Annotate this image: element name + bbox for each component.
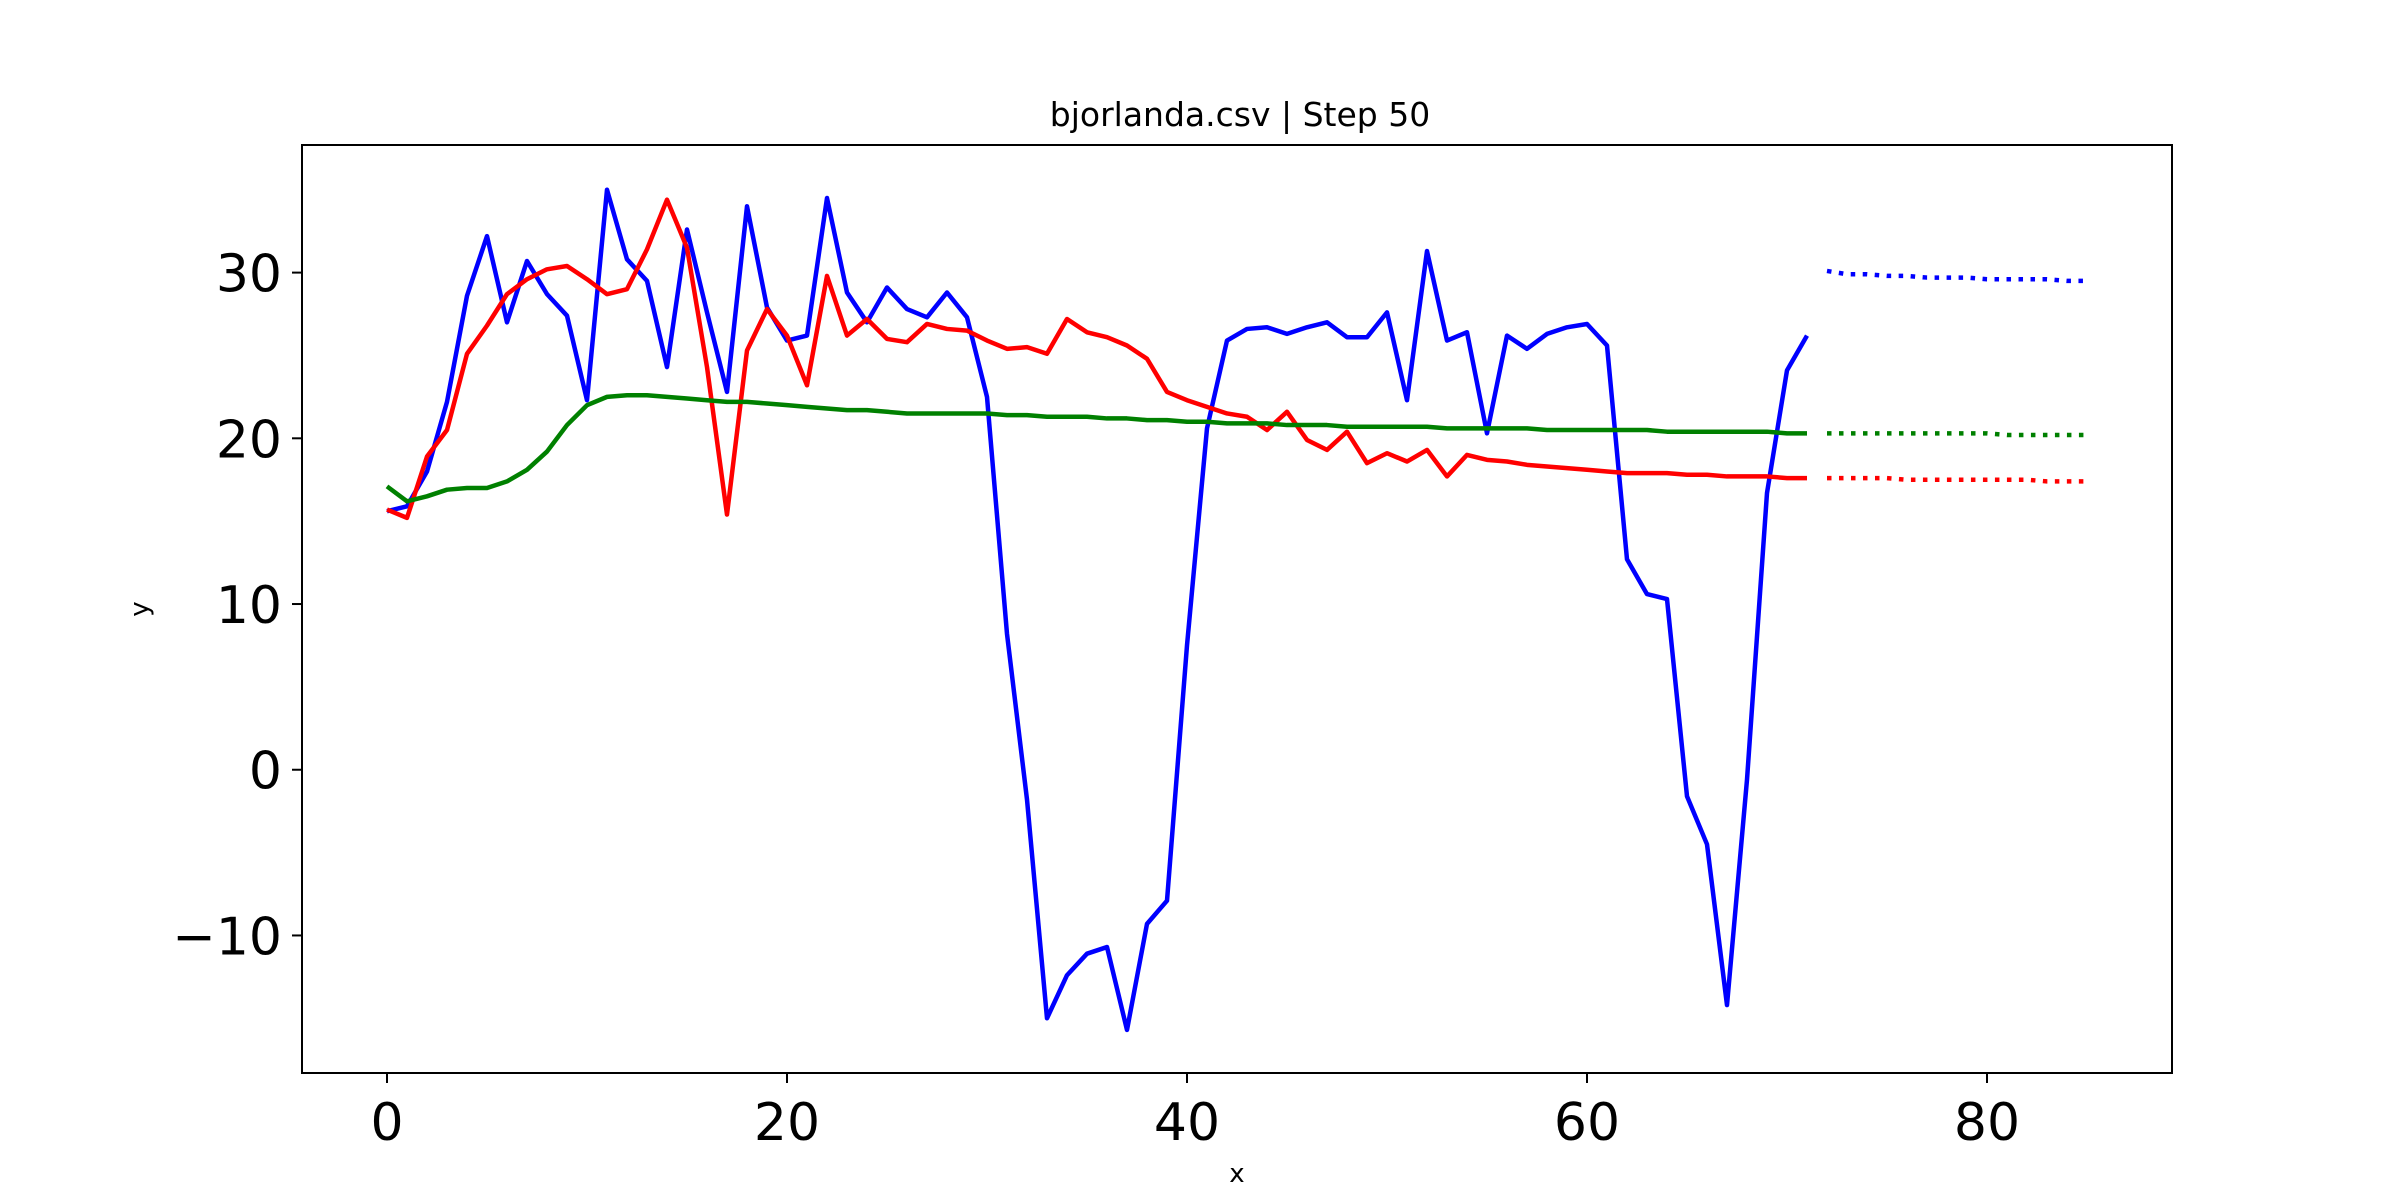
x-tick-label: 80: [1954, 1093, 2020, 1153]
series-line-4: [1827, 431, 2087, 438]
y-tick-label: 0: [249, 742, 282, 802]
x-tick-label: 0: [370, 1093, 403, 1153]
series-line-1: [386, 197, 1807, 521]
x-tick-label: 60: [1554, 1093, 1620, 1153]
series-layer: [385, 187, 2087, 1033]
y-tick-label: −10: [172, 907, 282, 967]
x-tick-label: 40: [1154, 1093, 1220, 1153]
series-line-3: [1826, 268, 2087, 284]
series-line-5: [1827, 475, 2087, 484]
y-tick-label: 30: [216, 245, 282, 305]
x-axis-label: x: [1229, 1159, 1244, 1189]
plot-frame: [301, 144, 2173, 1074]
series-line-2: [385, 392, 1807, 504]
y-tick-label: 10: [216, 576, 282, 636]
x-tick-label: 20: [754, 1093, 820, 1153]
y-axis-label: y: [125, 601, 155, 616]
series-line-0: [386, 187, 1809, 1033]
y-axis: −10 0 10 20 30: [172, 245, 302, 967]
y-tick-label: 20: [216, 410, 282, 470]
chart-title: bjorlanda.csv | Step 50: [1050, 95, 1430, 134]
x-axis: 0 20 40 60 80: [370, 1073, 2020, 1153]
